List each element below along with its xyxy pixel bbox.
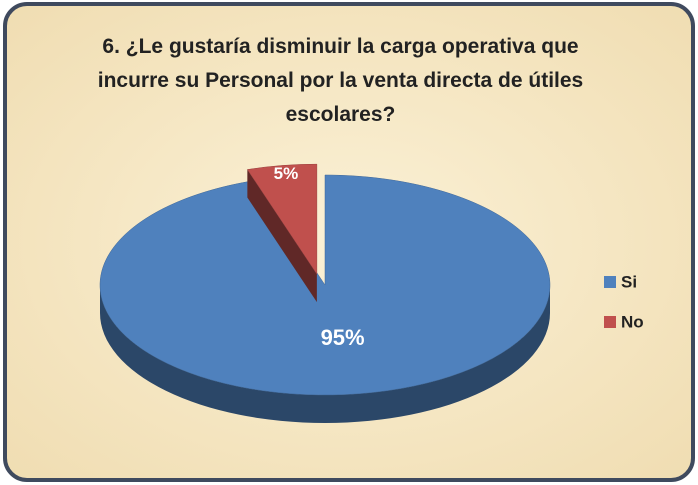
pie-slice <box>246 163 318 275</box>
data-label: 5% <box>274 164 299 183</box>
legend-swatch <box>604 276 616 288</box>
pie-slice <box>99 174 551 396</box>
legend-swatch <box>604 316 616 328</box>
slice-side <box>100 285 550 423</box>
data-label: 95% <box>321 325 365 350</box>
slice-side <box>247 169 317 303</box>
legend-label: No <box>621 312 644 331</box>
chart-title: 6. ¿Le gustaría disminuir la carga opera… <box>97 35 584 126</box>
legend-label: Si <box>621 272 637 291</box>
